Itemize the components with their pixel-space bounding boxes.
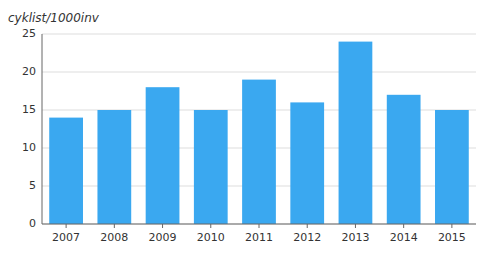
- chart-svg: 0510152025200720082009201020112012201320…: [0, 0, 490, 254]
- x-tick-label: 2007: [52, 231, 80, 244]
- y-grid: [42, 34, 476, 224]
- y-axis-line: [42, 34, 43, 224]
- bar: [146, 87, 180, 224]
- y-tick-label: 25: [22, 27, 36, 40]
- x-tick-label: 2014: [390, 231, 418, 244]
- x-tick-label: 2008: [100, 231, 128, 244]
- grid-line: [42, 34, 476, 35]
- x-tick-labels: 2007 2008 2009 2010 2011 2012 2013 2014 2015: [52, 224, 466, 244]
- bars: [49, 42, 469, 224]
- bar: [97, 110, 131, 224]
- grid-line: [42, 72, 476, 73]
- x-tick-label: 2011: [245, 231, 273, 244]
- x-tick: [210, 224, 211, 228]
- chart-container: 0510152025200720082009201020112012201320…: [0, 0, 490, 254]
- y-axis-label: cyklist/1000inv: [8, 11, 100, 25]
- bar: [290, 102, 324, 224]
- x-tick: [307, 224, 308, 228]
- x-tick: [162, 224, 163, 228]
- bar: [387, 95, 421, 224]
- x-tick-label: 2012: [293, 231, 321, 244]
- x-tick: [259, 224, 260, 228]
- bar: [339, 42, 373, 224]
- x-tick-label: 2009: [149, 231, 177, 244]
- y-tick-label: 20: [22, 65, 36, 78]
- y-tick-labels: 0 5 10 15 20 25: [22, 27, 36, 230]
- y-tick-label: 0: [29, 217, 36, 230]
- x-tick: [66, 224, 67, 228]
- x-tick: [451, 224, 452, 228]
- x-tick: [114, 224, 115, 228]
- bar: [242, 80, 276, 224]
- bar: [435, 110, 469, 224]
- y-tick-label: 10: [22, 141, 36, 154]
- bar: [194, 110, 228, 224]
- x-tick-label: 2010: [197, 231, 225, 244]
- x-tick: [403, 224, 404, 228]
- x-tick-label: 2015: [438, 231, 466, 244]
- y-tick-label: 15: [22, 103, 36, 116]
- x-tick-label: 2013: [341, 231, 369, 244]
- y-tick-label: 5: [29, 179, 36, 192]
- bar: [49, 118, 83, 224]
- x-tick: [355, 224, 356, 228]
